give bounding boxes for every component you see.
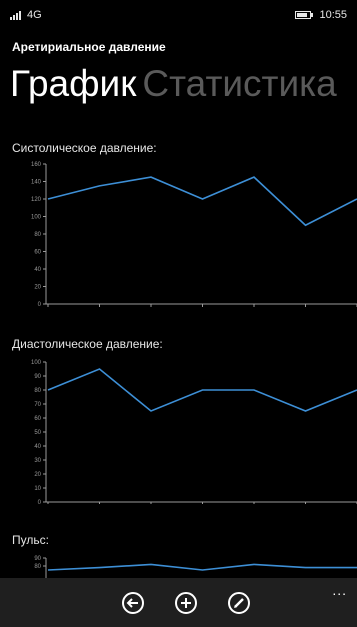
y-tick-label: 20 (34, 472, 41, 478)
app-title: Аретириальное давление (12, 40, 166, 54)
y-tick-label: 80 (34, 388, 41, 394)
systolic-chart: 0 20 40 60 80 100 120 140 160 (31, 162, 357, 308)
y-tick-label: 80 (34, 564, 41, 570)
y-tick-label: 20 (34, 285, 41, 291)
y-tick-label: 160 (31, 162, 42, 168)
systolic-chart-label: Систолическое давление: (12, 141, 157, 155)
edit-icon (234, 598, 244, 608)
y-tick-label: 70 (34, 402, 41, 408)
y-tick-label: 30 (34, 458, 41, 464)
pivot-item-graph[interactable]: График (10, 63, 137, 104)
back-button[interactable] (122, 592, 144, 614)
y-tick-label: 0 (38, 302, 42, 308)
clock: 10:55 (319, 9, 347, 21)
series-line (47, 176, 357, 227)
add-icon (181, 598, 191, 608)
y-tick-label: 10 (34, 486, 41, 492)
network-type: 4G (27, 9, 42, 21)
diastolic-chart: 0 10 20 30 40 50 60 70 80 90 100 (31, 360, 357, 504)
edit-button[interactable] (228, 592, 250, 614)
pivot-item-statistics[interactable]: Статистика (142, 63, 337, 104)
y-tick-label: 60 (34, 416, 41, 422)
y-tick-label: 40 (34, 444, 41, 450)
pulse-chart-label: Пульс: (12, 533, 49, 547)
y-tick-label: 120 (31, 197, 42, 203)
y-tick-label: 100 (31, 360, 42, 366)
y-tick-label: 60 (34, 250, 41, 256)
signal-strength-icon (10, 10, 21, 20)
y-tick-label: 90 (34, 556, 41, 562)
back-icon (126, 598, 138, 608)
app-bar: ... (0, 578, 357, 627)
status-bar: 4G 10:55 (0, 0, 357, 28)
series-line (47, 563, 357, 571)
y-tick-label: 80 (34, 232, 41, 238)
battery-icon (295, 11, 314, 19)
y-tick-label: 90 (34, 374, 41, 380)
y-tick-label: 140 (31, 180, 42, 186)
add-button[interactable] (175, 592, 197, 614)
pivot-header: График Статистика (10, 62, 337, 106)
y-tick-label: 40 (34, 267, 41, 273)
more-options-button[interactable]: ... (332, 582, 347, 598)
y-tick-label: 0 (38, 500, 42, 504)
y-tick-label: 100 (31, 215, 42, 221)
diastolic-chart-label: Диастолическое давление: (12, 337, 163, 351)
y-tick-label: 50 (34, 430, 41, 436)
